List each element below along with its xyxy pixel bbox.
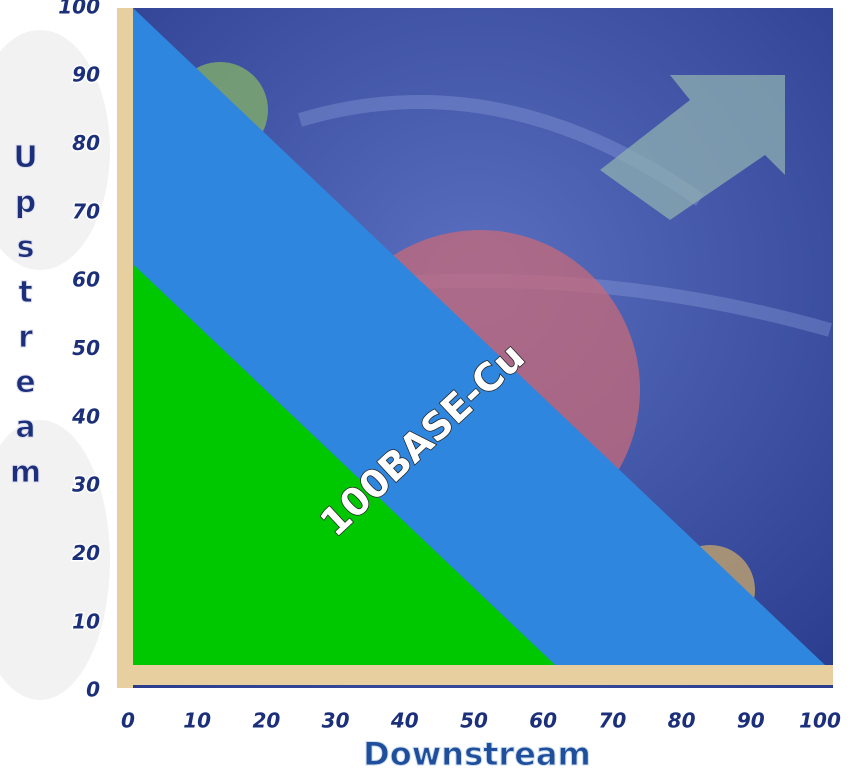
- y-tick-label: 100: [58, 0, 100, 18]
- y-axis-label: Upstream: [8, 140, 43, 500]
- page: Downstream 0 10 20 30 40 50 60 70 80 90 100 0 10 20 30…: [0, 0, 861, 779]
- y-tick-label: 50: [72, 336, 100, 360]
- y-tick-label: 20: [72, 541, 100, 565]
- x-tick-label: 90: [737, 709, 765, 733]
- x-tick-label: 20: [252, 709, 280, 733]
- x-tick-label: 10: [183, 709, 211, 733]
- y-tick-label: 0: [86, 678, 100, 702]
- x-tick-label: 50: [460, 709, 488, 733]
- y-tick-label: 60: [72, 268, 100, 292]
- x-tick-label: 0: [121, 709, 135, 733]
- y-tick-label: 10: [72, 609, 100, 633]
- x-tick-label: 30: [322, 709, 350, 733]
- x-axis-label: Downstream: [363, 735, 591, 773]
- y-tick-label: 90: [72, 63, 100, 87]
- x-tick-label: 40: [390, 709, 419, 733]
- y-tick-label: 70: [72, 199, 100, 223]
- y-tick-label: 30: [72, 473, 100, 497]
- chart: Downstream 0 10 20 30 40 50 60 70 80 90 100 0 10 20 30…: [0, 0, 861, 779]
- x-tick-label: 60: [529, 709, 557, 733]
- y-tick-label: 40: [71, 404, 100, 428]
- x-tick-label: 80: [668, 709, 696, 733]
- y-tick-label: 80: [72, 131, 100, 155]
- x-tick-label: 100: [799, 709, 841, 733]
- x-tick-label: 70: [598, 709, 626, 733]
